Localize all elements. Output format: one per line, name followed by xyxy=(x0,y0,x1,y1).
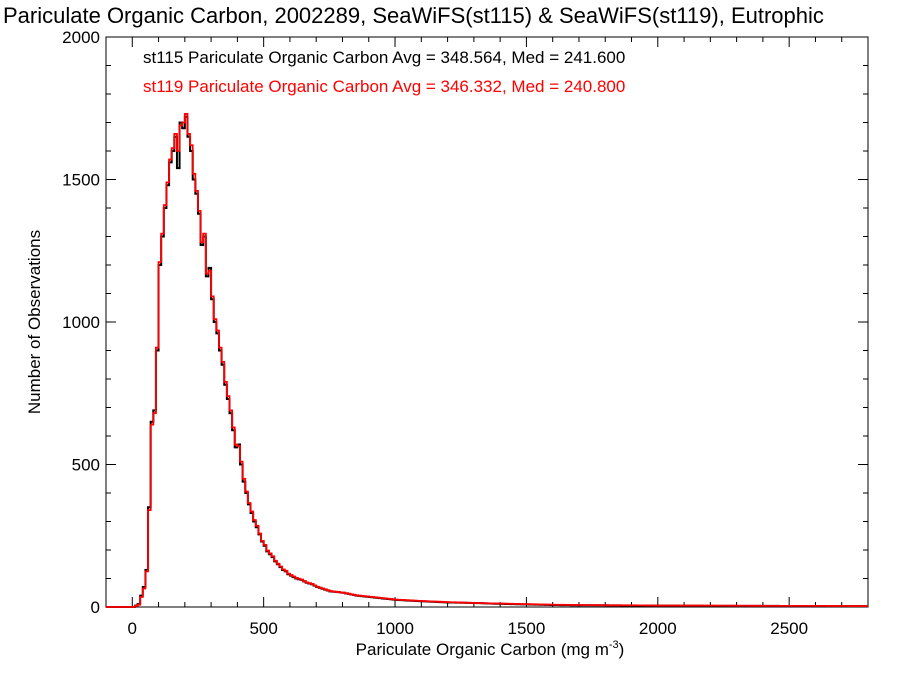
x-tick-label: 1000 xyxy=(376,619,414,638)
x-axis-title: Pariculate Organic Carbon (mg m-3) xyxy=(356,639,625,659)
y-axis-title: Number of Observations xyxy=(25,230,44,414)
y-tick-label: 500 xyxy=(72,456,100,475)
series-line-st119 xyxy=(106,113,868,608)
y-tick-label: 1500 xyxy=(62,171,100,190)
x-tick-label: 2500 xyxy=(770,619,808,638)
axis-ticks: 0 500 1000 1500 2000 2500 0 500 1000 1500 2000 xyxy=(62,28,869,638)
x-tick-label: 0 xyxy=(128,619,137,638)
x-axis-title-close: ) xyxy=(619,640,625,659)
y-tick-label: 1000 xyxy=(62,313,100,332)
chart-title: Pariculate Organic Carbon, 2002289, SeaW… xyxy=(3,3,824,28)
plot-frame xyxy=(105,36,869,608)
legend-st115: st115 Pariculate Organic Carbon Avg = 34… xyxy=(143,48,625,67)
x-tick-label: 500 xyxy=(249,619,277,638)
x-tick-label: 2000 xyxy=(639,619,677,638)
x-axis-title-main: Pariculate Organic Carbon (mg m xyxy=(356,640,609,659)
y-tick-label: 0 xyxy=(91,598,100,617)
y-tick-label: 2000 xyxy=(62,28,100,47)
x-axis-title-superscript: -3 xyxy=(609,639,619,651)
series-layer xyxy=(106,113,868,608)
series-line-st115 xyxy=(106,115,868,608)
legend-st119: st119 Pariculate Organic Carbon Avg = 34… xyxy=(143,77,625,96)
x-tick-label: 1500 xyxy=(507,619,545,638)
